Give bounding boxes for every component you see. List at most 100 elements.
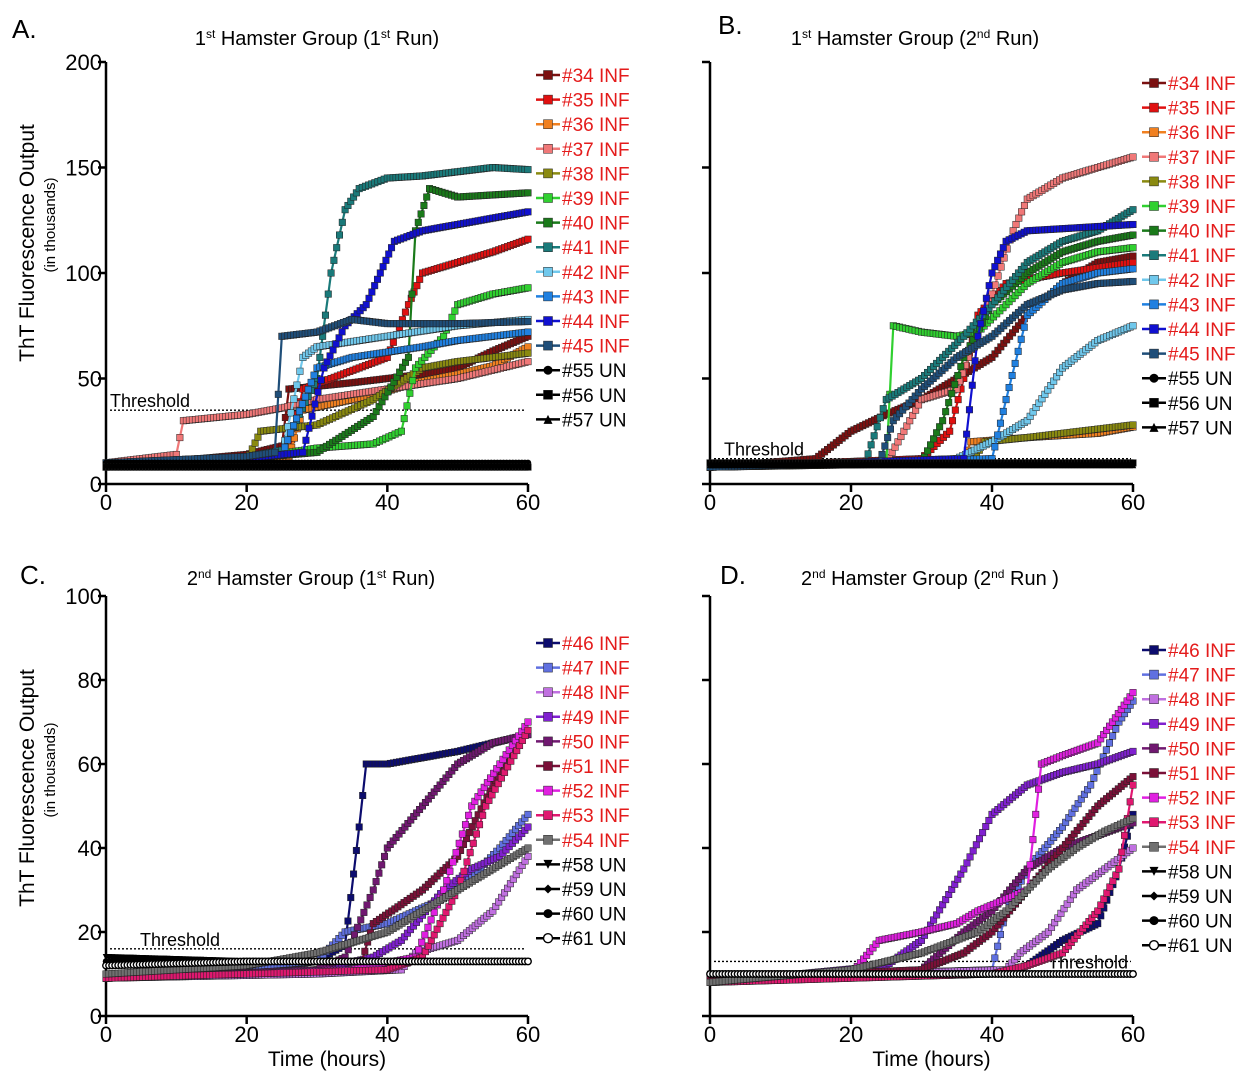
data-point <box>971 357 979 365</box>
data-point <box>878 450 886 458</box>
x-tick-label: 0 <box>704 490 716 515</box>
data-point <box>305 424 313 432</box>
data-point <box>406 389 414 397</box>
data-point <box>323 358 331 366</box>
data-point <box>308 412 316 420</box>
data-point <box>1129 252 1137 260</box>
data-point <box>326 352 334 360</box>
x-tick-label: 60 <box>1121 490 1145 515</box>
legend-entry: #38 INF <box>536 164 630 185</box>
data-point <box>1012 220 1020 228</box>
legend-marker <box>543 340 553 351</box>
data-point <box>332 340 340 348</box>
data-point <box>254 433 262 441</box>
legend-marker <box>543 217 553 228</box>
data-point <box>321 311 329 319</box>
data-point <box>1020 323 1028 331</box>
legend-marker <box>1149 348 1159 359</box>
data-point <box>379 263 387 271</box>
data-point <box>287 429 295 437</box>
data-point <box>988 269 996 277</box>
data-point <box>284 436 292 444</box>
data-point <box>999 244 1007 252</box>
y-axis-label: ThT Fluorescence Output <box>16 669 39 907</box>
data-point <box>350 870 358 878</box>
legend-marker <box>543 144 553 154</box>
chart-title-part: st <box>381 27 391 41</box>
legend-entry: #43 INF <box>1142 295 1236 316</box>
legend-entry: #41 INF <box>536 238 630 259</box>
data-point <box>293 381 301 389</box>
data-point <box>524 852 532 860</box>
data-point <box>965 406 973 414</box>
legend-marker <box>1149 201 1159 211</box>
legend-entry: #56 UN <box>536 386 626 407</box>
data-point <box>304 386 312 394</box>
legend-marker <box>1149 127 1159 137</box>
data-point <box>936 423 944 431</box>
data-point <box>338 328 346 336</box>
chart-title-part: Hamster Group (2 <box>811 28 977 50</box>
data-point <box>333 244 341 252</box>
legend-marker <box>1149 102 1159 113</box>
data-point <box>864 450 872 458</box>
x-tick-label: 0 <box>100 1022 112 1047</box>
chart-title-part: Hamster Group (1 <box>211 568 377 590</box>
data-point <box>942 408 950 416</box>
data-point <box>451 307 459 315</box>
legend: #34 INF#35 INF#36 INF#37 INF#38 INF#39 I… <box>536 66 630 431</box>
data-point <box>524 318 532 326</box>
legend-marker <box>543 242 553 252</box>
legend-label: #37 INF <box>562 140 630 161</box>
legend-label: #38 INF <box>1168 172 1236 193</box>
data-point <box>946 427 954 435</box>
data-point <box>957 362 965 370</box>
data-point <box>307 378 315 386</box>
legend-entry: #40 INF <box>536 214 630 235</box>
data-point <box>355 823 363 831</box>
chart-title-part: Hamster Group (1 <box>215 28 381 50</box>
chart-title-part: st <box>206 27 216 41</box>
data-point <box>1002 396 1010 404</box>
legend-label: #40 INF <box>1168 222 1236 243</box>
legend-marker <box>1149 225 1159 236</box>
x-axis-label: Time (hours) <box>268 1048 386 1071</box>
legend-label: #55 UN <box>562 361 626 382</box>
data-point <box>359 792 367 799</box>
legend-label: #57 UN <box>1168 418 1232 439</box>
data-point <box>982 294 990 302</box>
y-tick-label: 80 <box>78 668 102 693</box>
data-point <box>997 263 1005 271</box>
legend-label: #43 INF <box>562 287 630 308</box>
data-point <box>873 423 881 431</box>
chart-panel-a: A. 1st Hamster Group (1st Run)05010015020… <box>12 14 630 515</box>
data-point <box>281 414 289 422</box>
data-point <box>316 353 324 361</box>
chart-title-part: 1 <box>195 28 206 50</box>
y-axis-sublabel: (in thousands) <box>42 722 59 817</box>
data-point <box>271 448 279 456</box>
data-point <box>408 290 416 298</box>
legend-label: #34 INF <box>562 66 630 87</box>
legend-marker <box>543 70 553 80</box>
data-point <box>1014 347 1022 355</box>
data-point <box>524 343 532 351</box>
legend-entry: #34 INF <box>1142 74 1236 95</box>
data-point <box>274 390 282 398</box>
legend-entry: #37 INF <box>536 140 630 161</box>
legend-marker <box>543 267 553 277</box>
data-point <box>524 166 532 174</box>
legend-label: #42 INF <box>562 263 630 284</box>
legend-marker <box>1149 373 1159 383</box>
legend-entry: #42 INF <box>536 263 630 284</box>
data-point <box>867 441 875 449</box>
data-point <box>385 250 393 258</box>
legend-entry: #39 INF <box>1142 197 1236 218</box>
legend-marker <box>1149 275 1159 285</box>
data-point <box>876 414 884 422</box>
legend-entry: #57 UN <box>1142 418 1232 439</box>
legend-entry: #55 UN <box>1142 369 1232 390</box>
data-point <box>927 441 935 449</box>
legend-label: #41 INF <box>562 238 630 259</box>
